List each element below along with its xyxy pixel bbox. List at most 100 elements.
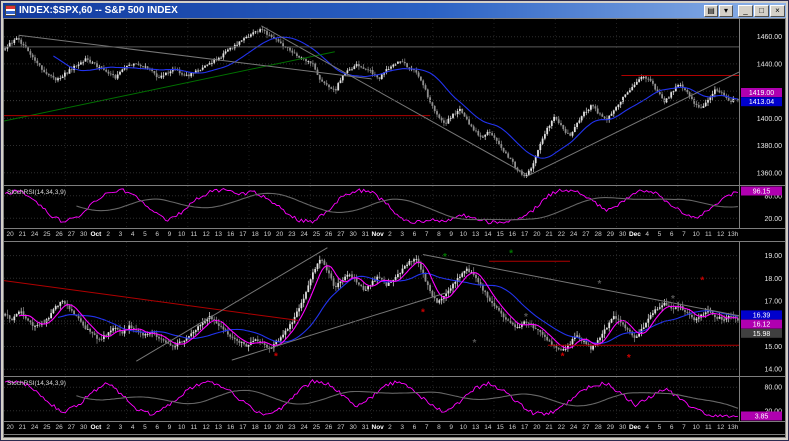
date-tick: 27 xyxy=(337,424,345,431)
month-label: Oct xyxy=(90,231,102,238)
date-tick: 10 xyxy=(459,424,468,431)
date-tick: 13 xyxy=(214,231,222,238)
price-readout xyxy=(741,319,782,329)
stochrsi-smooth-line xyxy=(76,389,739,409)
trendline[interactable] xyxy=(231,292,446,361)
date-tick: 7 xyxy=(682,424,686,431)
date-tick: 27 xyxy=(67,231,75,238)
date-tick: 6 xyxy=(155,424,159,431)
moving-average-line xyxy=(18,261,738,349)
date-tick: 11 xyxy=(705,424,712,431)
date-tick: 9 xyxy=(167,424,172,431)
date-tick: 3 xyxy=(400,231,404,238)
window-titlebar[interactable]: INDEX:$SPX,60 -- S&P 500 INDEX ▤ ▾ _ □ × xyxy=(3,3,786,18)
price-2-canvas[interactable]: 14.0015.0016.0017.0018.0019.00**********… xyxy=(4,242,785,376)
date-tick: 30 xyxy=(619,424,627,431)
grid xyxy=(4,19,739,185)
secondary-price-chart[interactable]: 14.0015.0016.0017.0018.0019.00**********… xyxy=(4,242,785,377)
date-tick: 24 xyxy=(31,424,39,431)
date-tick: 25 xyxy=(43,231,51,238)
svg-text:16.39: 16.39 xyxy=(753,312,771,319)
trendline[interactable] xyxy=(18,34,372,80)
price-main-canvas[interactable]: 1360.001380.001400.001420.001440.001460.… xyxy=(4,19,785,185)
date-tick: 2 xyxy=(388,231,392,238)
date-tick: 21 xyxy=(545,231,553,238)
signal-marker-icon: * xyxy=(561,352,565,363)
date-tick: 26 xyxy=(55,231,63,238)
price-scale-label: 20.00 xyxy=(764,216,782,223)
date-tick: 11 xyxy=(190,231,198,238)
date-tick: 7 xyxy=(682,231,686,238)
date-tick: 28 xyxy=(594,424,602,431)
date-tick: 10 xyxy=(459,231,468,238)
stochrsi-panel-1[interactable]: 20.00 80.00 96.15 StochRSI(14,34,3,9) xyxy=(4,186,785,229)
trendline[interactable] xyxy=(261,25,527,175)
date-tick: 6 xyxy=(412,231,417,238)
date-tick: 21 xyxy=(18,231,26,238)
date-tick: 29 xyxy=(606,424,615,431)
date-tick: 4 xyxy=(130,231,135,238)
date-tick: 10 xyxy=(692,231,700,238)
trendline[interactable] xyxy=(422,254,740,317)
price-readout xyxy=(741,88,782,97)
date-tick: 12 xyxy=(717,424,725,431)
price-readout xyxy=(741,411,782,421)
date-tick: 24 xyxy=(570,231,578,238)
signal-marker-icon: * xyxy=(524,312,528,323)
signal-marker-icon: * xyxy=(597,279,601,290)
month-label: Nov xyxy=(371,424,384,431)
date-tick: 12 xyxy=(202,231,210,238)
svg-text:15.98: 15.98 xyxy=(753,331,771,338)
stochrsi-smooth-line xyxy=(76,192,738,221)
date-tick: 26 xyxy=(325,231,333,238)
trendline[interactable] xyxy=(525,71,740,178)
date-tick: 22 xyxy=(557,424,566,431)
price-scale-label: 14.00 xyxy=(764,367,782,374)
price-readout xyxy=(741,328,782,338)
date-tick: 17 xyxy=(239,424,247,431)
trendline[interactable] xyxy=(136,247,328,362)
date-tick: 9 xyxy=(167,231,172,238)
date-tick: 5 xyxy=(657,424,662,431)
window-title: INDEX:$SPX,60 -- S&P 500 INDEX xyxy=(19,5,178,16)
trendline[interactable] xyxy=(4,51,335,122)
date-tick: 27 xyxy=(582,424,590,431)
date-tick: 23 xyxy=(288,231,296,238)
date-axis-1[interactable]: 20 21 24 25 26 27 30 Oct 2 3 4 5 6 9 10 11 12 13 16 17 18 19 2… xyxy=(4,229,785,242)
date-tick: 3 xyxy=(118,231,123,238)
svg-text:1419.00: 1419.00 xyxy=(749,90,774,97)
window-close-button[interactable]: × xyxy=(770,4,785,17)
date-tick: 5 xyxy=(143,231,147,238)
titlebar-tool-1-button[interactable]: ▤ xyxy=(704,4,718,17)
titlebar-tool-2-button[interactable]: ▾ xyxy=(719,4,733,17)
window-minimize-button[interactable]: _ xyxy=(738,4,753,17)
signal-marker-icon: * xyxy=(421,307,425,318)
date-tick: 30 xyxy=(80,231,88,238)
month-label: Oct xyxy=(90,424,102,431)
price-scale-label: 1440.00 xyxy=(757,61,782,68)
window-restore-button[interactable]: □ xyxy=(754,4,769,17)
chart-client-area: 1360.001380.001400.001420.001440.001460.… xyxy=(3,18,786,438)
date-tick: 6 xyxy=(155,231,159,238)
date-axis-2[interactable]: 20 21 24 25 26 27 30 Oct 2 3 4 5 6 9 10 11 12 13 16 17 18 19 2… xyxy=(4,422,785,435)
date-tick: 20 xyxy=(276,424,284,431)
price-scale-label: 18.00 xyxy=(764,276,782,283)
window-controls: _ □ × xyxy=(738,4,785,17)
date-tick: 30 xyxy=(619,231,627,238)
trendline[interactable] xyxy=(4,280,299,321)
date-tick: 6 xyxy=(669,424,674,431)
date-tick: 13 xyxy=(472,424,480,431)
signal-marker-icon: * xyxy=(509,248,513,259)
price-readout xyxy=(741,97,782,107)
month-label: Dec xyxy=(628,424,641,431)
price-scale-label: 1400.00 xyxy=(757,116,782,123)
date-tick: 12 xyxy=(717,231,725,238)
date-tick: 13h xyxy=(727,424,739,431)
date-tick: 20 xyxy=(276,231,284,238)
main-price-chart[interactable]: 1360.001380.001400.001420.001440.001460.… xyxy=(4,19,785,186)
date-tick: 27 xyxy=(582,231,590,238)
date-tick: 17 xyxy=(239,231,247,238)
